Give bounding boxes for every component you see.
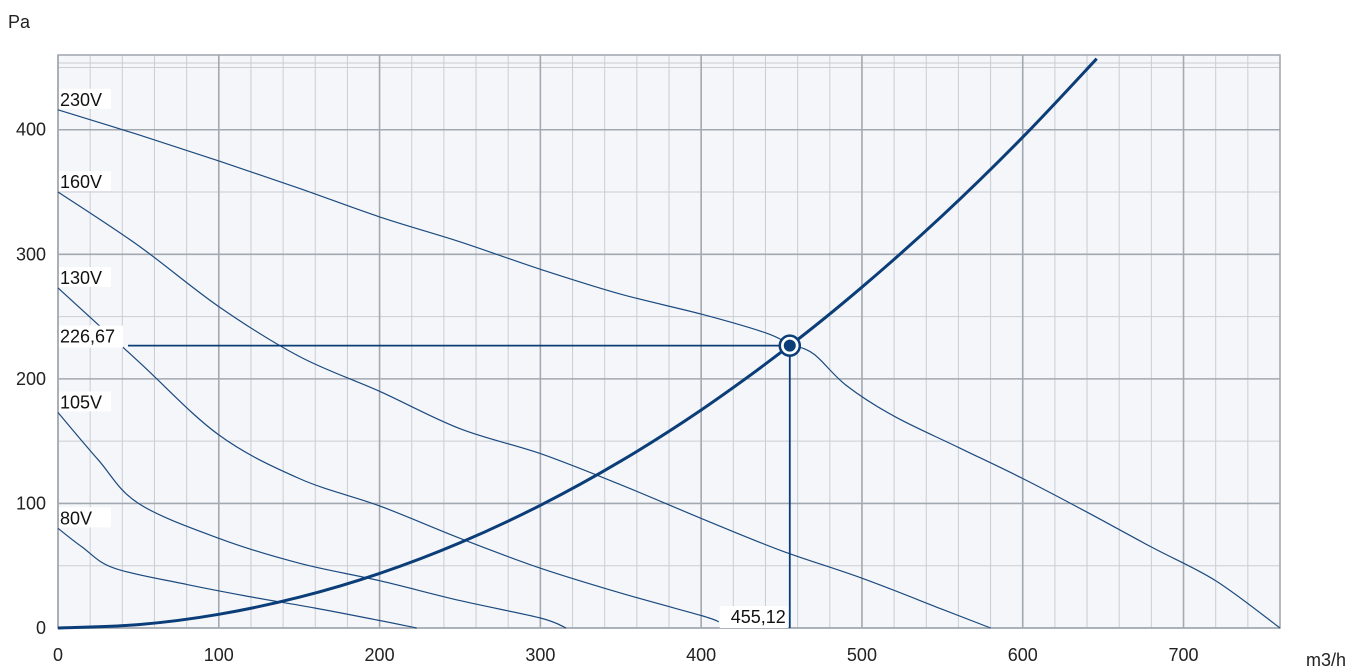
curve-label: 130V: [60, 268, 102, 288]
x-tick-label: 600: [1008, 645, 1038, 665]
curve-label-bg: [59, 266, 111, 287]
curve-label: 230V: [60, 90, 102, 110]
operating-point-marker: [778, 334, 802, 357]
fan-curve-230V: [57, 109, 1281, 629]
curve-labels: 230V 160V 130V 105V 80V: [59, 88, 111, 528]
curve-label: 160V: [60, 172, 102, 192]
curve-label: 105V: [60, 393, 102, 413]
x-axis-tick-labels: 0 100 200 300 400 500 600 700: [53, 645, 1199, 665]
x-tick-label: 100: [204, 645, 234, 665]
major-grid: [57, 54, 1281, 629]
y-tick-label: 300: [16, 244, 46, 264]
curve-label-bg: [59, 171, 111, 192]
curve-label-bg: [59, 507, 111, 528]
y-tick-label: 400: [16, 120, 46, 140]
x-value-label: 455,12: [731, 607, 786, 627]
operating-point-labels: 226,67 455,12: [59, 325, 788, 628]
y-axis-unit-label: Pa: [8, 12, 31, 32]
x-tick-label: 0: [53, 645, 63, 665]
fan-curves: [57, 109, 1281, 629]
fan-curve-130V: [57, 287, 720, 623]
x-tick-label: 300: [525, 645, 555, 665]
system-curve-line: [57, 57, 1098, 630]
y-value-label: 226,67: [60, 327, 115, 347]
y-tick-label: 200: [16, 369, 46, 389]
fan-curve-105V: [57, 412, 567, 629]
y-tick-label: 0: [36, 618, 46, 638]
x-value-label-bg: [719, 606, 788, 628]
curve-label: 80V: [60, 508, 92, 528]
curve-label-bg: [59, 88, 111, 109]
operating-point-dot: [783, 339, 796, 352]
fan-curve-160V: [57, 191, 991, 629]
x-axis-unit-label: m3/h: [1306, 650, 1346, 667]
plot-border: [57, 54, 1281, 629]
x-tick-label: 400: [686, 645, 716, 665]
y-axis-tick-labels: 0 100 200 300 400: [16, 120, 46, 638]
fan-curve-80V: [57, 527, 417, 629]
operating-point-guides: [128, 344, 791, 628]
y-tick-label: 100: [16, 493, 46, 513]
curve-label-bg: [59, 391, 111, 412]
y-value-label-bg: [59, 325, 123, 348]
x-tick-label: 500: [847, 645, 877, 665]
x-tick-label: 700: [1169, 645, 1199, 665]
x-tick-label: 200: [365, 645, 395, 665]
